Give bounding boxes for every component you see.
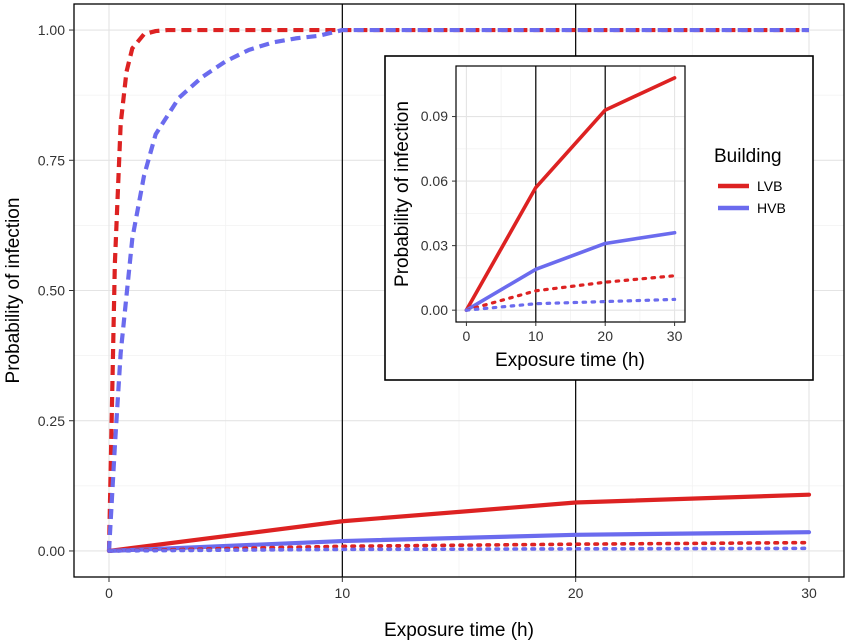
legend-label-lvb: LVB [757, 178, 782, 194]
legend-label-hvb: HVB [757, 200, 786, 216]
inset-series [464, 76, 677, 312]
main-series-lvb-solid [106, 492, 812, 554]
inset-series-lvb-dotted [464, 274, 677, 312]
inset-y-tick-label: 0.06 [421, 173, 448, 189]
main-series-hvb-dotted [107, 546, 811, 553]
main-series [106, 27, 812, 554]
main-series-lvb-dashed [106, 27, 809, 551]
main-y-tick-label: 0.00 [38, 543, 65, 559]
inset-y-tick-label: 0.03 [421, 237, 448, 253]
main-y-axis-title: Probability of infection [3, 198, 24, 384]
inset-x-tick-label: 30 [667, 328, 683, 344]
main-x-axis-title: Exposure time (h) [384, 620, 534, 641]
inset-series-hvb-solid [464, 230, 677, 312]
main-y-tick-label: 0.75 [38, 152, 65, 168]
legend-title: Building [714, 146, 782, 167]
inset-ticks: 0 10 20 30 0.00 0.03 0.06 0.09 [421, 108, 683, 344]
main-y-tick-label: 0.25 [38, 413, 65, 429]
main-ticks: 0 10 20 30 0.00 0.25 0.50 0.75 1.00 [38, 22, 817, 601]
inset-panel: 0 10 20 30 0.00 0.03 0.06 0.09 Exposure time (h… [384, 55, 814, 381]
main-x-tick-label: 30 [801, 585, 817, 601]
inset-x-tick-label: 20 [597, 328, 613, 344]
main-x-tick-label: 20 [568, 585, 584, 601]
inset-x-axis-title: Exposure time (h) [495, 350, 645, 371]
inset-x-tick-label: 10 [528, 328, 544, 344]
inset-plot-border [455, 65, 686, 323]
legend: Building LVB HVB [714, 146, 786, 216]
inset-y-tick-label: 0.09 [421, 108, 448, 124]
inset-y-axis-title: Probability of infection [392, 101, 413, 287]
inset-series-lvb-solid [464, 76, 677, 312]
main-y-tick-label: 0.50 [38, 283, 65, 299]
main-y-tick-label: 1.00 [38, 22, 65, 38]
main-x-tick-label: 10 [335, 585, 351, 601]
main-series-hvb-solid [106, 530, 812, 554]
inset-series-hvb-dotted [464, 297, 677, 312]
inset-x-tick-label: 0 [463, 328, 471, 344]
main-series-hvb-dashed [106, 27, 809, 552]
inset-y-tick-label: 0.00 [421, 302, 448, 318]
main-x-tick-label: 0 [105, 585, 113, 601]
